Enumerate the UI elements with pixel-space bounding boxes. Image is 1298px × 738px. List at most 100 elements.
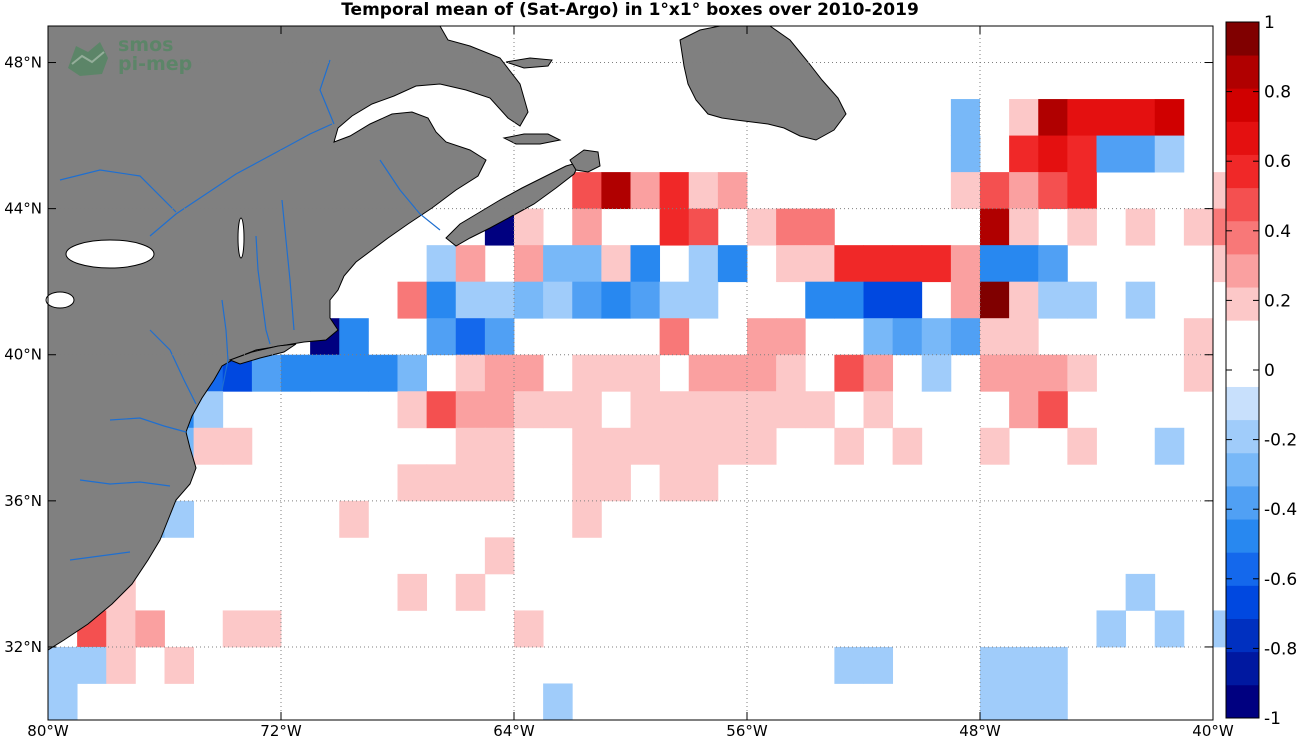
heatmap-cell xyxy=(1038,354,1068,392)
heatmap-cell xyxy=(455,245,486,283)
logo-mark-icon xyxy=(68,42,108,76)
heatmap-cell xyxy=(251,610,282,648)
heatmap-cell xyxy=(1125,208,1156,246)
heatmap-cell xyxy=(980,245,1010,283)
heatmap-cell xyxy=(688,281,719,319)
colorbar-swatch xyxy=(1226,452,1259,487)
heatmap-cell xyxy=(659,172,690,210)
heatmap-cell xyxy=(310,354,340,392)
heatmap-cell xyxy=(834,354,864,392)
lake-ontario xyxy=(65,239,155,269)
heatmap-cell xyxy=(1096,135,1127,173)
heatmap-cell xyxy=(688,427,719,465)
heatmap-cell xyxy=(980,208,1010,246)
colorbar-swatches xyxy=(1226,22,1259,719)
heatmap-cell xyxy=(1067,281,1097,319)
colorbar-swatch xyxy=(1226,386,1259,421)
land-cape-breton xyxy=(569,149,601,173)
heatmap-cell xyxy=(397,281,428,319)
x-tick-label: 64°W xyxy=(493,722,535,738)
heatmap-cell xyxy=(601,354,631,392)
heatmap-cell xyxy=(747,354,777,392)
heatmap-cell xyxy=(484,354,515,392)
heatmap-cell xyxy=(426,391,457,429)
heatmap-cell xyxy=(630,245,661,283)
heatmap-cell xyxy=(106,646,136,684)
heatmap-cell xyxy=(601,427,631,465)
heatmap-cell xyxy=(1038,683,1068,721)
river-hudson xyxy=(255,235,271,345)
heatmap-cell xyxy=(863,318,894,356)
colorbar-swatch xyxy=(1226,187,1259,222)
colorbar-swatch xyxy=(1226,254,1259,288)
y-tick-label: 40°N xyxy=(4,346,42,364)
heatmap-cell xyxy=(1009,208,1039,246)
smos-pimep-logo: smos pi-mep xyxy=(66,36,206,84)
heatmap-cell xyxy=(1009,646,1039,684)
x-axis: 80°W 72°W 64°W 56°W 48°W 40°W xyxy=(27,26,1234,738)
colorbar-swatch xyxy=(1226,287,1259,321)
heatmap-cell xyxy=(397,354,428,392)
heatmap-cell xyxy=(281,354,311,392)
heatmap-cell xyxy=(659,427,690,465)
heatmap-cell xyxy=(455,573,486,611)
heatmap-cell xyxy=(1067,172,1097,210)
heatmap-cell xyxy=(892,281,923,319)
heatmap-cell xyxy=(543,391,573,429)
heatmap-cell xyxy=(834,245,864,283)
heatmap-cell xyxy=(426,464,457,502)
heatmap-cell xyxy=(426,245,457,283)
colorbar-tick-label: -0.6 xyxy=(1264,570,1297,590)
heatmap-cell xyxy=(892,245,923,283)
colorbar-swatch xyxy=(1226,220,1259,255)
y-tick-label: 36°N xyxy=(4,492,42,510)
heatmap-cell xyxy=(339,354,369,392)
heatmap-cell xyxy=(426,318,457,356)
heatmap-cell xyxy=(514,391,544,429)
heatmap-cell xyxy=(776,208,806,246)
heatmap-cell xyxy=(484,464,515,502)
logo-text: smos pi-mep xyxy=(118,36,192,74)
heatmap-cell xyxy=(892,427,923,465)
heatmap-cell xyxy=(805,208,835,246)
heatmap-cell xyxy=(1038,99,1068,136)
heatmap-cell xyxy=(688,172,719,210)
heatmap-cell xyxy=(630,354,661,392)
heatmap-cell xyxy=(572,391,602,429)
heatmap-cell xyxy=(630,281,661,319)
heatmap-cell xyxy=(397,464,428,502)
heatmap-cell xyxy=(514,245,544,283)
heatmap-cell xyxy=(484,537,515,575)
heatmap-cell xyxy=(572,172,602,210)
heatmap-cell xyxy=(1125,573,1156,611)
river-st-lawrence xyxy=(149,123,333,237)
heatmap-cell xyxy=(776,318,806,356)
heatmap-cell xyxy=(688,391,719,429)
heatmap-cell xyxy=(717,391,748,429)
heatmap-cell xyxy=(834,427,864,465)
rivers xyxy=(59,59,441,561)
heatmap-cell xyxy=(48,683,78,721)
colorbar-swatch xyxy=(1226,684,1259,719)
river-roanoke xyxy=(69,551,131,561)
heatmap-cell xyxy=(426,281,457,319)
heatmap-cell xyxy=(659,391,690,429)
heatmap-cell xyxy=(455,464,486,502)
y-axis: 32°N 36°N 40°N 44°N 48°N xyxy=(4,54,1213,656)
colorbar-swatch xyxy=(1226,486,1259,520)
heatmap-cell xyxy=(717,172,748,210)
heatmap-cell xyxy=(514,281,544,319)
heatmap-cell xyxy=(659,464,690,502)
heatmap-cell xyxy=(1154,610,1185,648)
heatmap-cell xyxy=(572,354,602,392)
heatmap-cell xyxy=(1067,99,1097,136)
heatmap-cell xyxy=(397,391,428,429)
heatmap-cell xyxy=(1009,683,1039,721)
heatmap-cell xyxy=(514,610,544,648)
heatmap-cell xyxy=(1009,281,1039,319)
heatmap-cell xyxy=(1067,135,1097,173)
heatmap-cell xyxy=(1154,427,1185,465)
heatmap-cell xyxy=(776,245,806,283)
heatmap-cell xyxy=(921,318,952,356)
